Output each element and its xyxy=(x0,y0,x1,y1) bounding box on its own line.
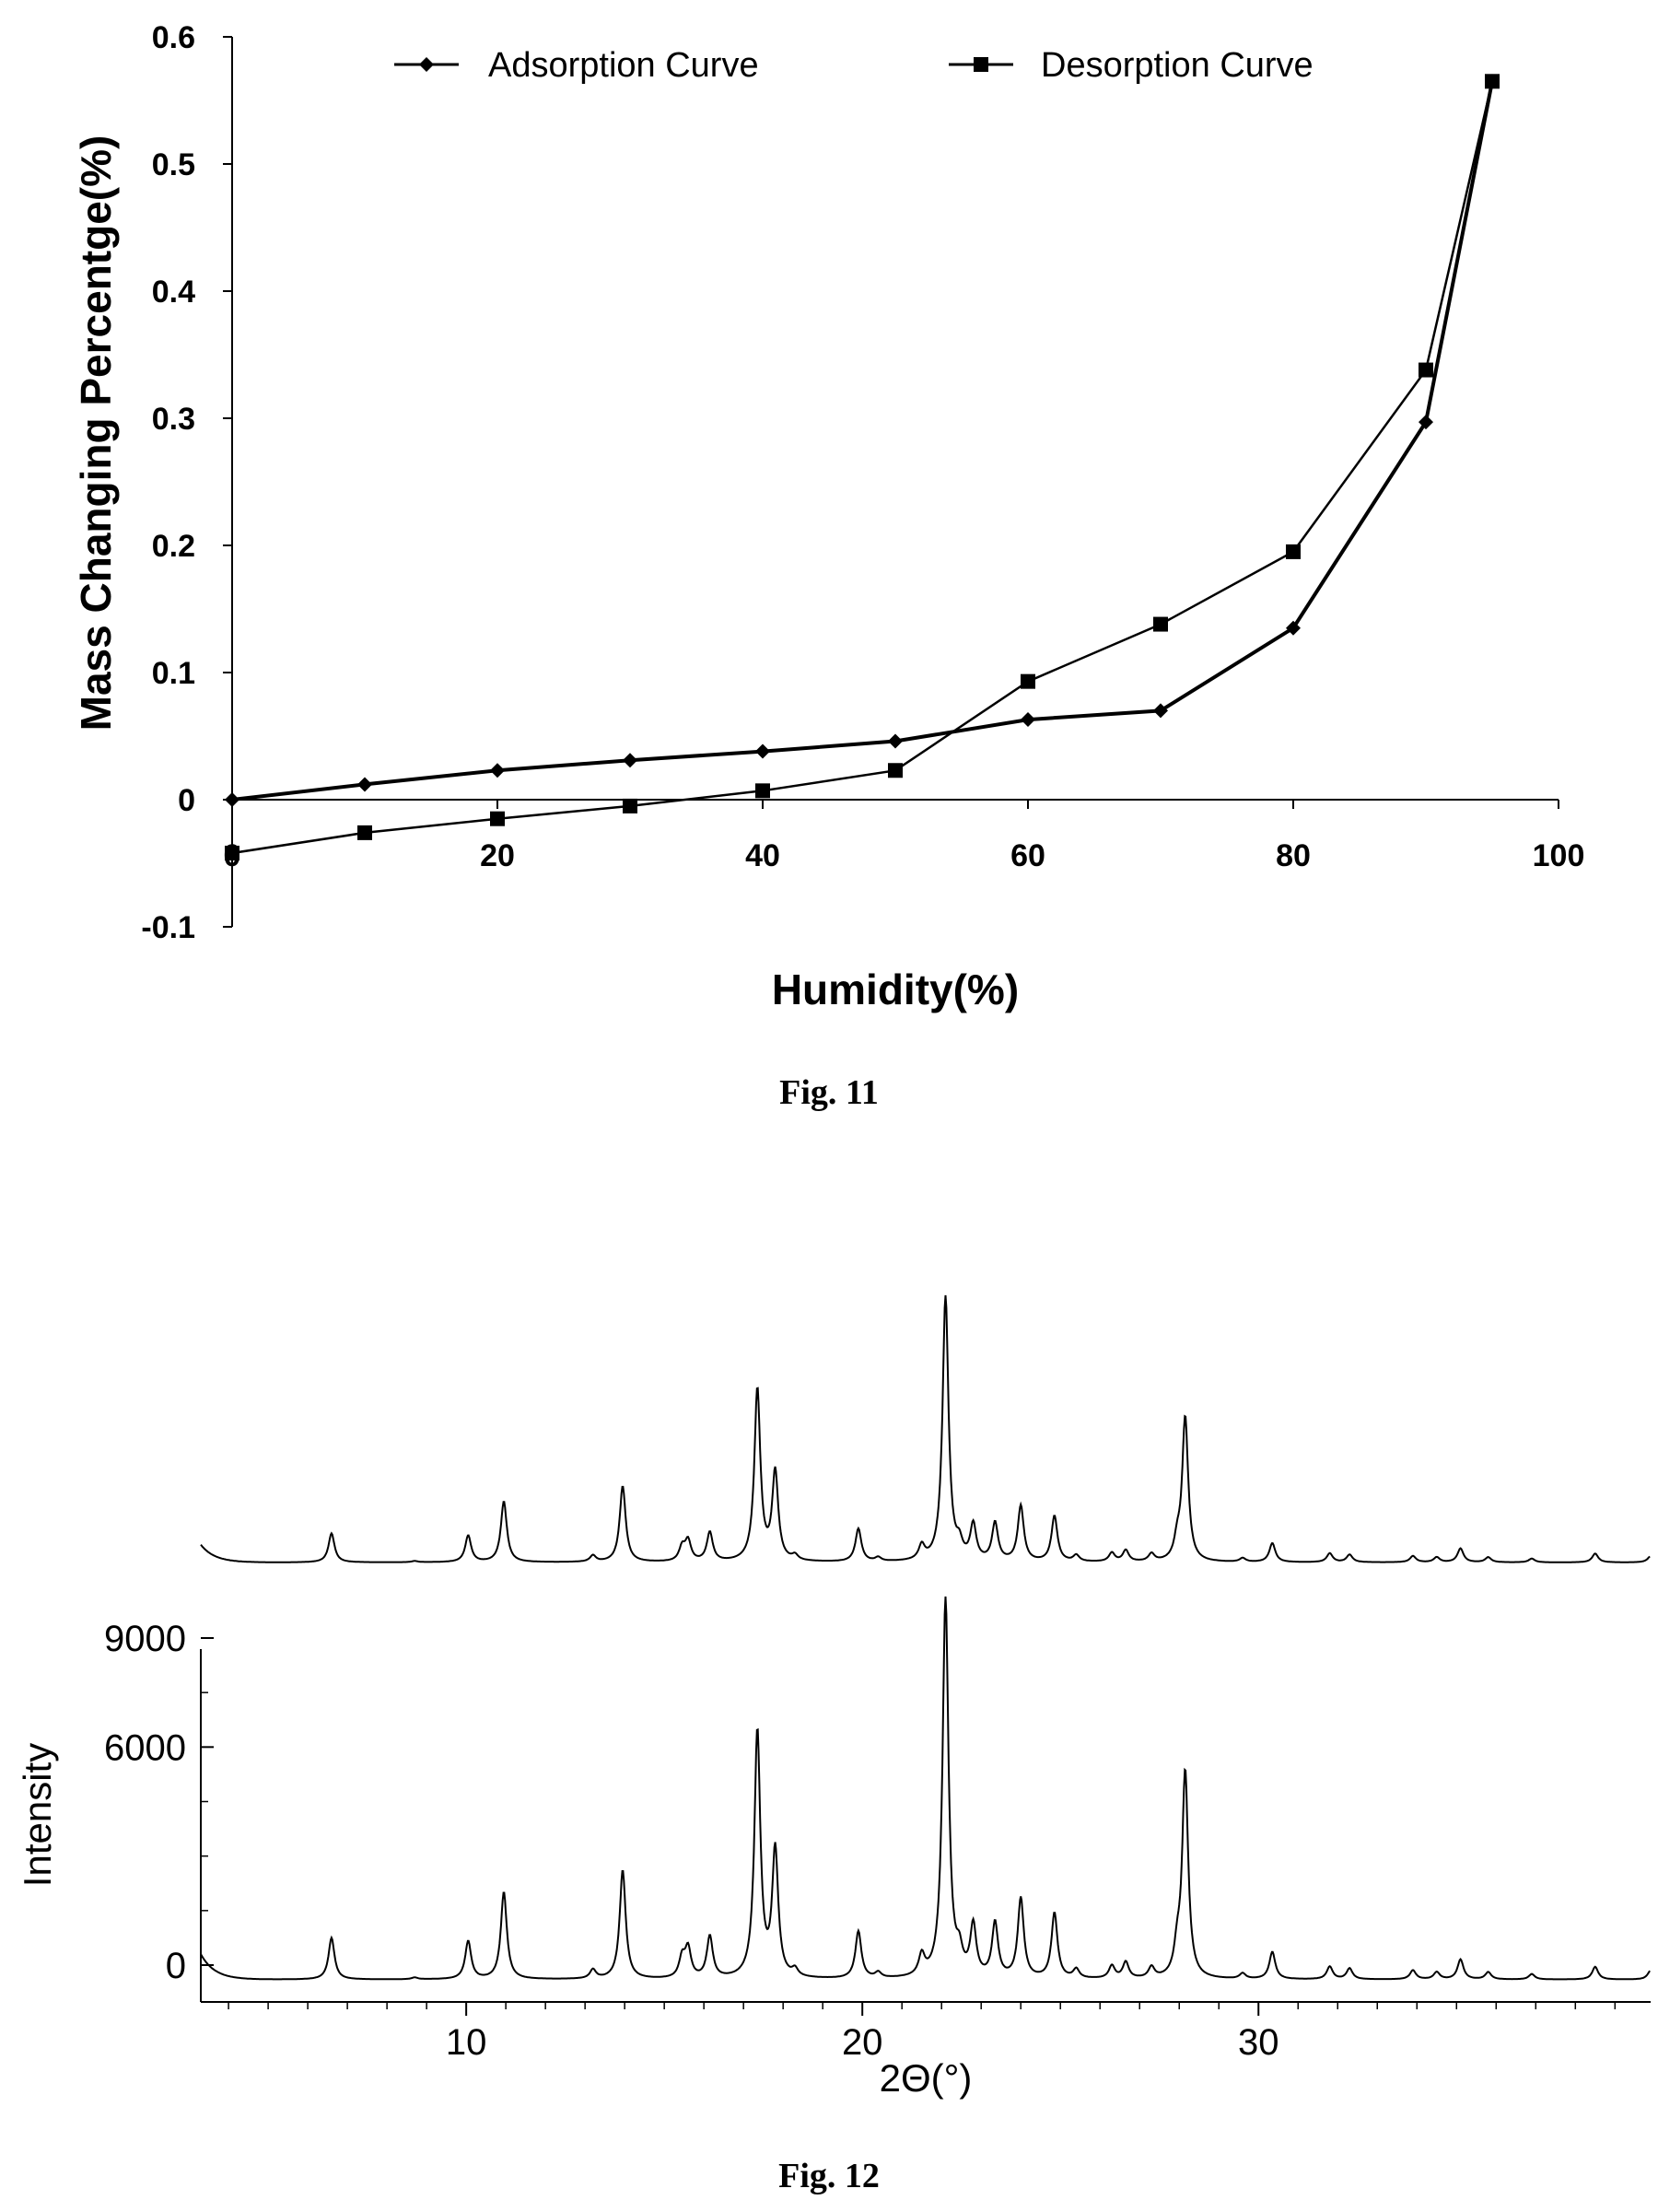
adsorption-point xyxy=(623,753,637,768)
fig11-series-lines xyxy=(231,80,1494,855)
fig11-plot-area: 020406080100-0.100.10.20.30.40.50.6 xyxy=(141,20,1584,945)
adsorption-point xyxy=(225,792,239,807)
legend-desorption: Desorption Curve xyxy=(949,46,1314,85)
fig12-bottom-pattern-panel: 0 6000 9000 10 20 30 xyxy=(104,1596,1651,2063)
fig11-y-tick-label: 0.2 xyxy=(152,529,195,564)
fig11-legend: Adsorption Curve Desorption Curve xyxy=(394,46,1314,85)
fig11-series-markers xyxy=(225,74,1500,860)
fig11-caption: Fig. 11 xyxy=(779,1073,879,1112)
fig11-x-tick-label: 100 xyxy=(1533,838,1585,873)
fig12-y-axis-label: Intensity xyxy=(16,1743,59,1887)
legend-adsorption: Adsorption Curve xyxy=(394,46,759,85)
fig11-x-tick-label: 20 xyxy=(480,838,515,873)
fig12-top-pattern-panel xyxy=(200,1294,1651,1563)
legend-adsorption-marker xyxy=(419,57,434,72)
fig12-x-tick-label: 30 xyxy=(1238,2022,1279,2063)
fig12-top-pattern xyxy=(200,1294,1651,1563)
fig11-chart: 020406080100-0.100.10.20.30.40.50.6 Adso… xyxy=(72,20,1584,1112)
fig12-ticks: 0 6000 9000 10 20 30 xyxy=(104,1619,1617,2063)
fig12-y-tick-label: 9000 xyxy=(104,1619,186,1659)
fig11-y-tick-label: 0.4 xyxy=(152,275,195,310)
desorption-point xyxy=(357,825,372,840)
fig12-y-tick-label: 0 xyxy=(166,1946,186,1986)
fig12-y-tick-label: 6000 xyxy=(104,1727,186,1768)
adsorption-point xyxy=(1021,712,1035,728)
desorption-point xyxy=(1021,673,1035,689)
adsorption-point xyxy=(490,763,505,778)
desorption-curve-line xyxy=(231,81,1494,855)
legend-desorption-marker xyxy=(974,57,988,72)
adsorption-point xyxy=(1286,620,1301,636)
desorption-point xyxy=(888,763,903,778)
fig11-y-axis-label: Mass Changing Percentge(%) xyxy=(72,135,120,731)
desorption-point xyxy=(1485,74,1500,89)
adsorption-point xyxy=(1419,415,1433,430)
adsorption-point xyxy=(357,777,372,792)
fig11-ticks: 020406080100-0.100.10.20.30.40.50.6 xyxy=(141,20,1584,945)
adsorption-point xyxy=(755,743,770,759)
fig11-y-tick-label: 0.5 xyxy=(152,147,195,182)
desorption-point xyxy=(755,783,770,799)
fig12-x-tick-label: 20 xyxy=(842,2022,883,2063)
legend-adsorption-label: Adsorption Curve xyxy=(488,46,759,85)
desorption-point xyxy=(1419,362,1433,378)
fig12-chart: 0 6000 9000 10 20 30 2Θ(°) Intensity Fig. 12 xyxy=(16,1294,1651,2195)
fig11-x-tick-label: 40 xyxy=(745,838,780,873)
adsorption-point xyxy=(1153,703,1168,719)
fig11-x-tick-label: 60 xyxy=(1010,838,1045,873)
desorption-point xyxy=(623,798,637,813)
fig11-y-tick-label: 0 xyxy=(178,783,195,818)
fig11-x-axis-label: Humidity(%) xyxy=(772,966,1019,1013)
desorption-point xyxy=(490,811,505,826)
fig11-y-tick-label: 0.6 xyxy=(152,20,195,55)
fig11-y-tick-label: -0.1 xyxy=(141,910,195,945)
fig12-bottom-pattern xyxy=(200,1596,1651,1981)
adsorption-curve-line xyxy=(231,80,1494,802)
fig11-y-tick-label: 0.3 xyxy=(152,402,195,437)
fig12-x-axis-label: 2Θ(°) xyxy=(880,2056,973,2100)
adsorption-point xyxy=(888,733,903,749)
fig11-x-tick-label: 80 xyxy=(1276,838,1311,873)
desorption-point xyxy=(225,845,239,860)
fig12-x-tick-label: 10 xyxy=(446,2022,487,2063)
legend-desorption-label: Desorption Curve xyxy=(1041,46,1314,85)
desorption-point xyxy=(1286,544,1301,559)
fig12-caption: Fig. 12 xyxy=(778,2157,880,2195)
fig11-y-tick-label: 0.1 xyxy=(152,656,195,691)
desorption-point xyxy=(1153,616,1168,632)
